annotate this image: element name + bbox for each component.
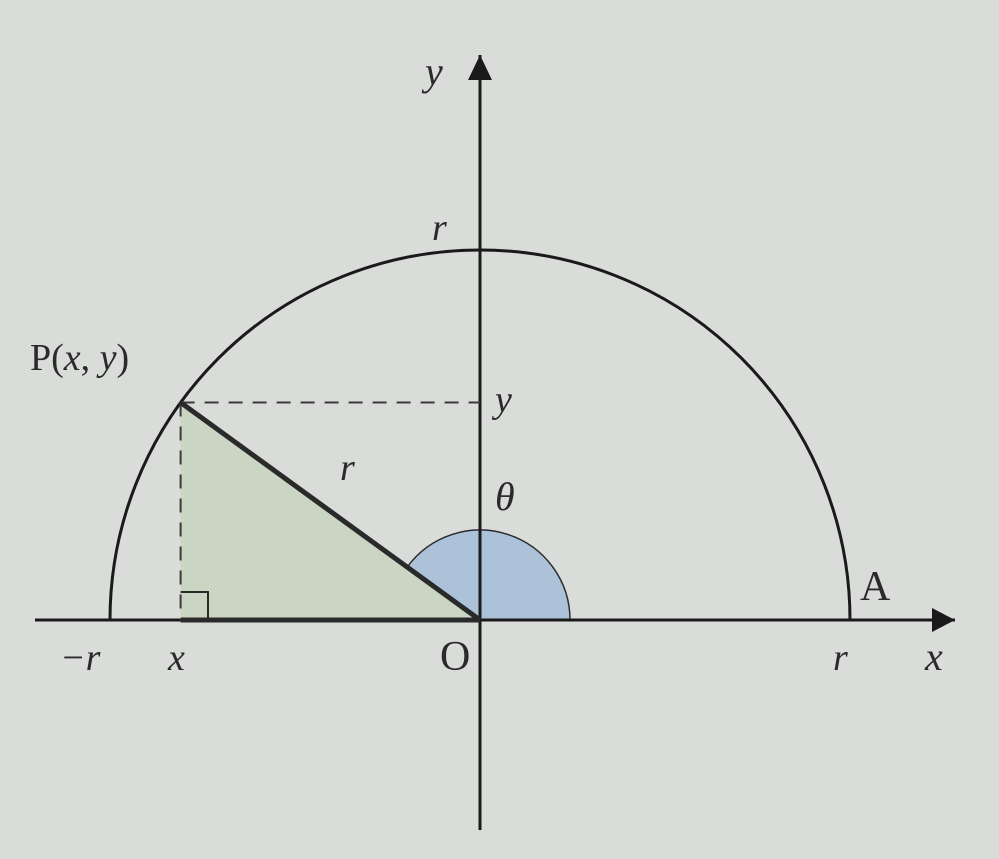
neg-r-label: −r	[60, 637, 101, 679]
y-axis-arrow	[468, 55, 492, 80]
x-foot-label: x	[167, 637, 185, 679]
origin-label: O	[440, 634, 470, 680]
y-intercept-label: y	[491, 379, 512, 421]
point-P-label: P(x, y)	[30, 337, 129, 379]
y-axis-label: y	[421, 49, 443, 94]
theta-label: θ	[495, 474, 515, 519]
x-axis-arrow	[932, 608, 955, 632]
trig-diagram: y x r r A −r x O y r θ P(x, y)	[0, 0, 999, 859]
point-A-label: A	[860, 564, 891, 610]
diagram-svg: y x r r A −r x O y r θ P(x, y)	[0, 0, 999, 859]
r-right-label: r	[833, 637, 848, 679]
x-axis-label: x	[924, 634, 943, 679]
r-OP-label: r	[340, 447, 355, 489]
r-top-label: r	[432, 207, 447, 249]
